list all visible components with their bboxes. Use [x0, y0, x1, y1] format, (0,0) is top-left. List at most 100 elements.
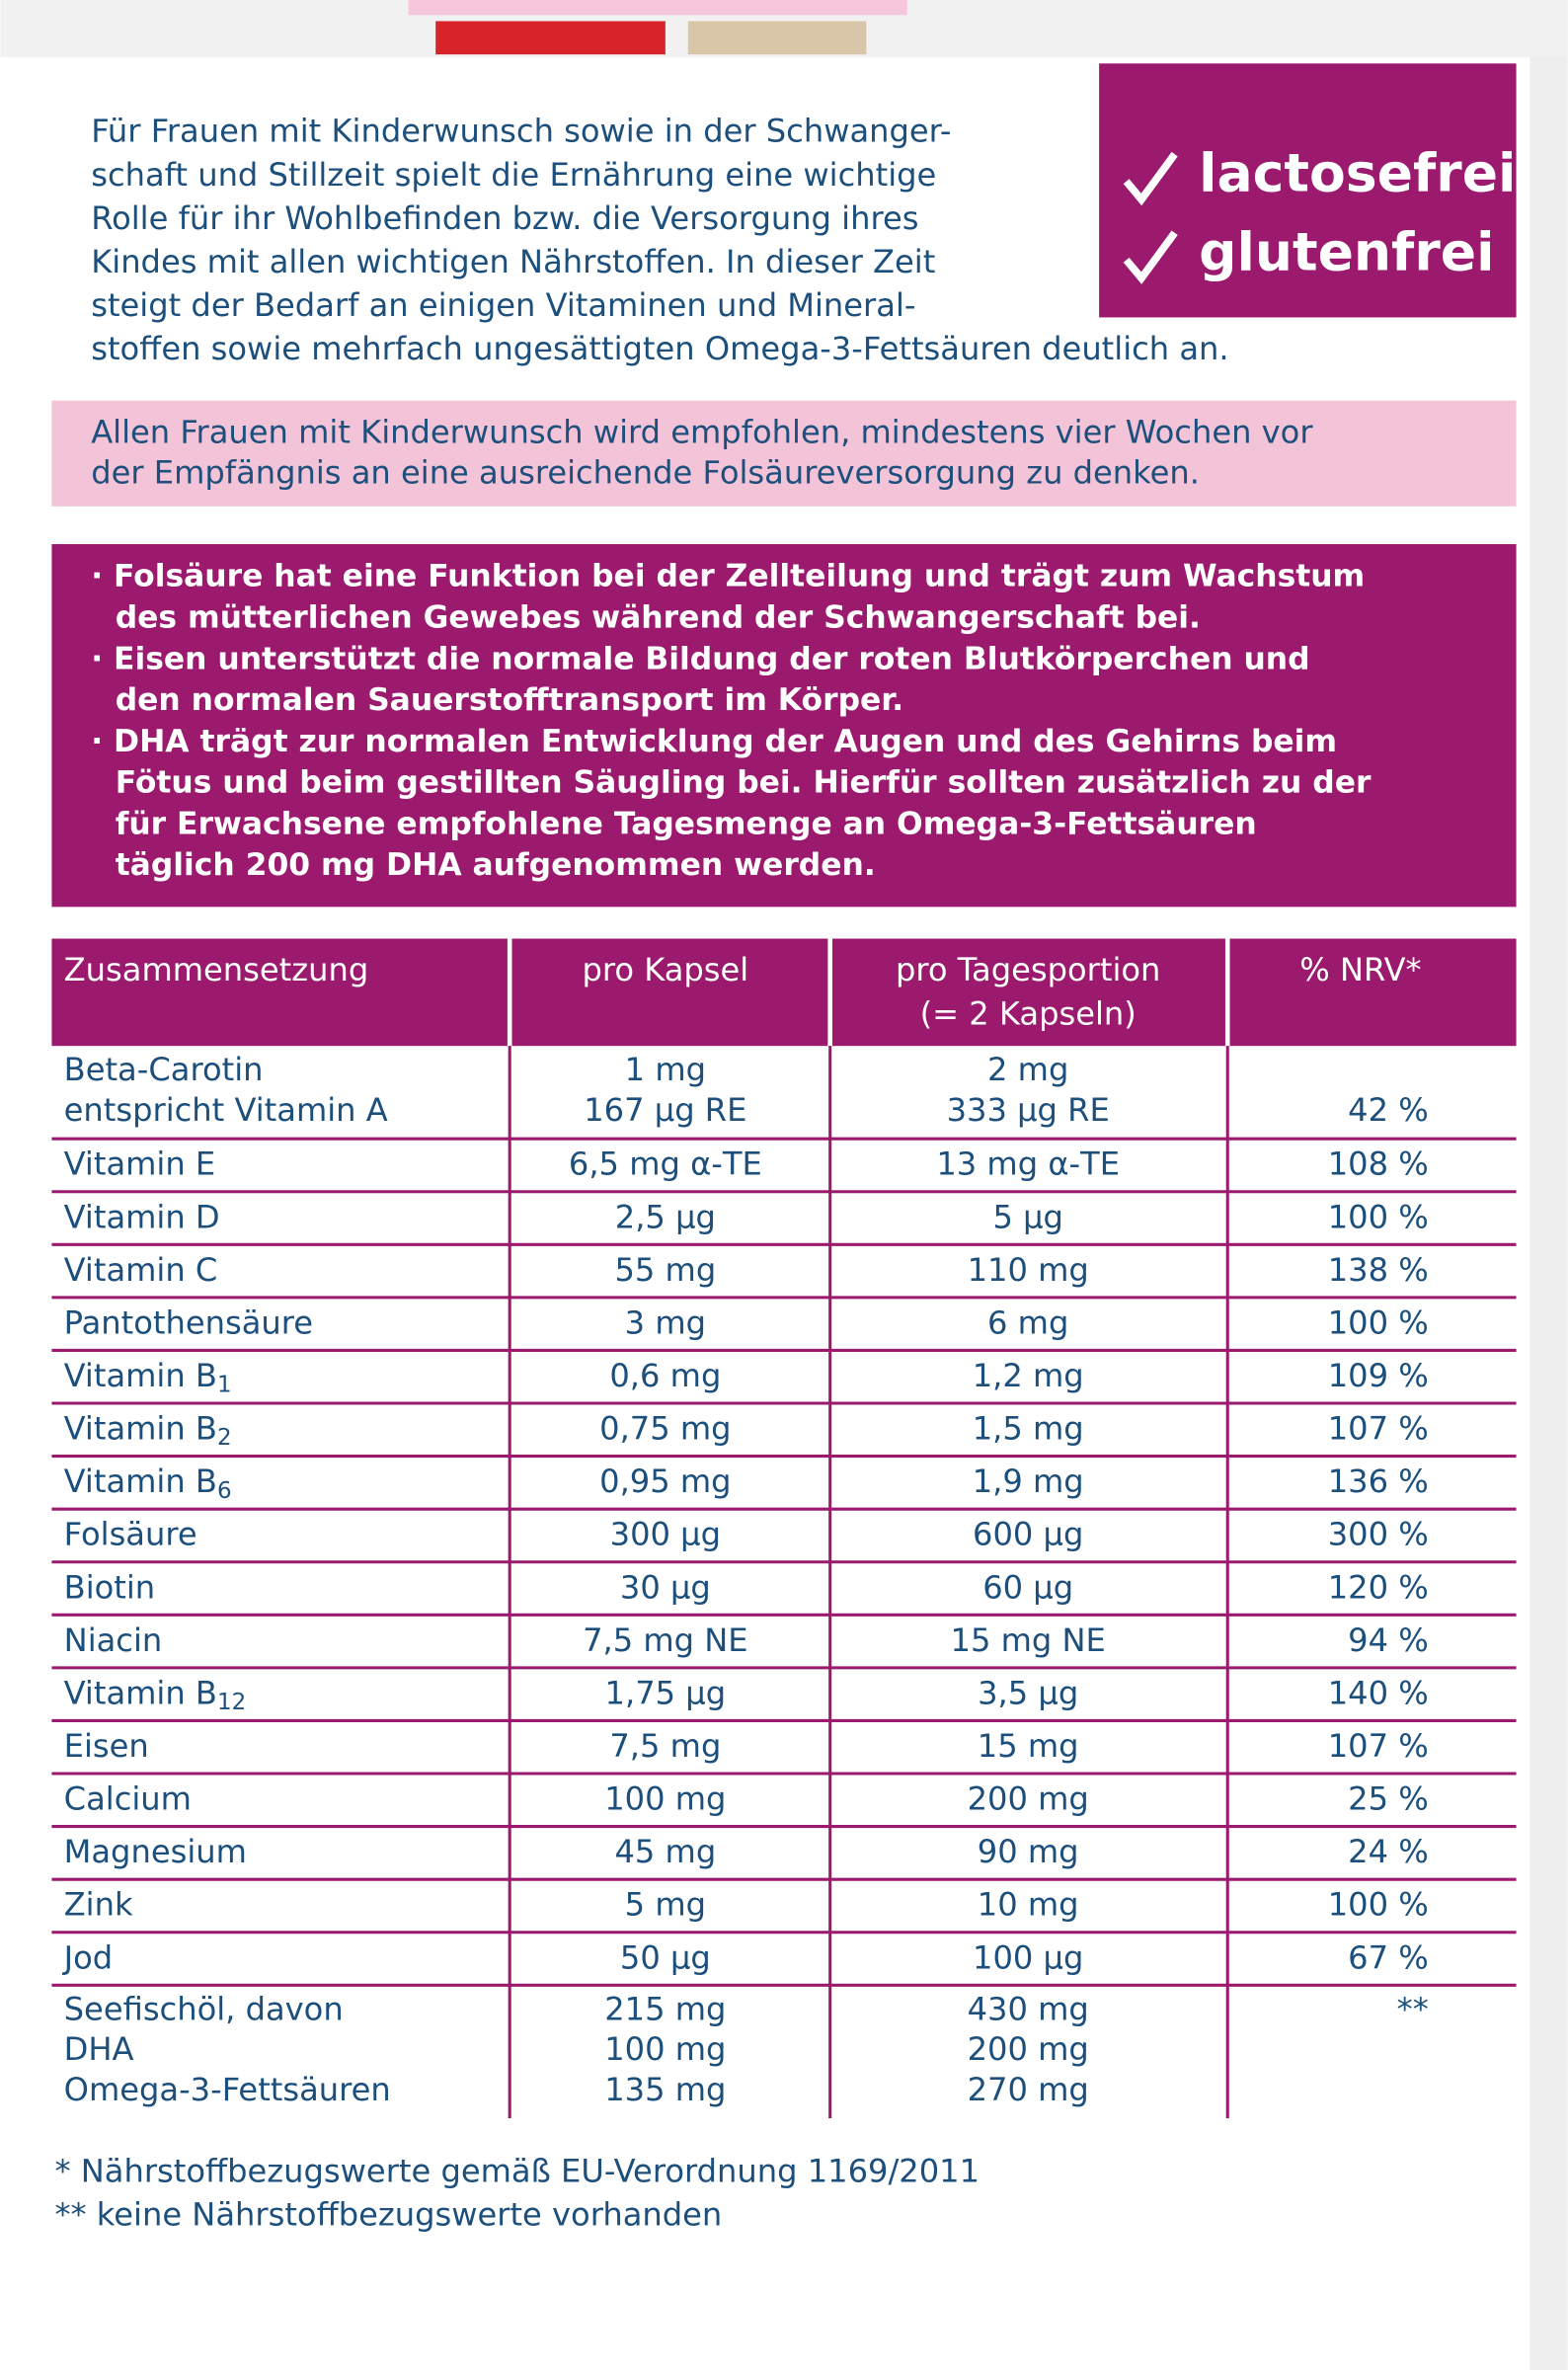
recommendation-line: der Empfängnis an eine ausreichende Fols… [91, 454, 1200, 492]
nrv: 107 % [1328, 1727, 1429, 1765]
nutrient-name-text: Vitamin D [64, 1198, 220, 1235]
per-day: 2 mg [987, 1051, 1068, 1088]
per-capsule: 6,5 mg α-TE [569, 1146, 762, 1183]
per-day: 600 µg [973, 1516, 1083, 1553]
per-day: 15 mg NE [951, 1621, 1106, 1659]
nutrient-name: Jod [62, 1938, 114, 1976]
per-capsule: 7,5 mg [609, 1727, 721, 1765]
nrv: 67 % [1348, 1938, 1429, 1976]
nutrient-name: Vitamin E [64, 1146, 216, 1183]
per-day: 10 mg [978, 1886, 1079, 1924]
per-day: 3,5 µg [978, 1674, 1078, 1711]
nutrient-name-text: Vitamin B [64, 1410, 217, 1448]
nutrient-name: Vitamin B1 [64, 1357, 232, 1397]
check-icon [1123, 230, 1178, 284]
intro-line: steigt der Bedarf an einigen Vitaminen u… [91, 286, 915, 324]
per-capsule: 1,75 µg [605, 1674, 727, 1711]
per-capsule: 0,75 mg [599, 1410, 731, 1448]
per-capsule: 0,95 mg [599, 1462, 731, 1500]
per-capsule: 55 mg [614, 1251, 716, 1289]
per-day: 333 µg RE [947, 1091, 1110, 1129]
nrv: 109 % [1328, 1357, 1429, 1394]
badge-box [1099, 63, 1517, 318]
nutrient-name: Calcium [64, 1780, 192, 1818]
footnote: ** keine Nährstoffbezugswerte vorhanden [54, 2196, 722, 2234]
per-day: 90 mg [978, 1833, 1079, 1870]
nutrient-name-text: Vitamin B [64, 1357, 217, 1394]
intro-line: Kindes mit allen wichtigen Nährstoffen. … [91, 243, 935, 280]
flap-label [435, 21, 666, 55]
nutrient-name-text: Omega-3-Fettsäuren [64, 2071, 391, 2108]
benefit-line: täglich 200 mg DHA aufgenommen werden. [116, 847, 876, 883]
nutrient-name: Zink [64, 1886, 133, 1924]
flap-logo [687, 21, 867, 55]
nrv: 100 % [1328, 1198, 1429, 1235]
nutrient-name: DHA [64, 2030, 134, 2068]
per-capsule: 30 µg [620, 1568, 711, 1606]
nutrient-name-text: Zink [64, 1886, 133, 1924]
nrv: 42 % [1348, 1091, 1429, 1129]
intro-line: stoffen sowie mehrfach ungesättigten Ome… [91, 330, 1228, 367]
nutrient-subscript: 1 [217, 1372, 232, 1397]
per-capsule: 0,6 mg [609, 1357, 721, 1394]
nutrient-name-text: Calcium [64, 1780, 192, 1818]
content: Für Frauen mit Kinderwunsch sowie in der… [51, 113, 1517, 2234]
benefit-line: für Erwachsene empfohlene Tagesmenge an … [116, 806, 1257, 841]
nutrient-name: entspricht Vitamin A [64, 1091, 388, 1129]
nutrient-name-text: Eisen [64, 1727, 149, 1765]
per-capsule: 1 mg [625, 1051, 706, 1088]
nutrient-name-text: Vitamin E [64, 1146, 216, 1183]
nutrient-name-text: Beta-Carotin [64, 1051, 264, 1088]
nrv: 136 % [1328, 1462, 1429, 1500]
nutrient-name-text: Vitamin C [64, 1251, 218, 1289]
nutrient-name: Vitamin B2 [64, 1410, 232, 1451]
nrv: 25 % [1348, 1780, 1429, 1818]
flap-stripe [408, 0, 907, 16]
nrv: 120 % [1328, 1568, 1429, 1606]
nutrient-name: Magnesium [64, 1833, 247, 1870]
nutrient-name: Niacin [64, 1621, 163, 1659]
nutrient-name: Vitamin B6 [64, 1462, 232, 1503]
nrv: ** [1397, 1990, 1429, 2027]
table-header-cell: (= 2 Kapseln) [920, 995, 1137, 1033]
nutrient-name: Vitamin C [64, 1251, 218, 1289]
nrv: 140 % [1328, 1674, 1429, 1711]
nrv: 100 % [1328, 1304, 1429, 1341]
per-capsule: 215 mg [604, 1990, 726, 2027]
nutrient-name: Folsäure [64, 1516, 197, 1553]
benefit-line: den normalen Sauerstofftransport im Körp… [116, 682, 904, 718]
per-capsule: 100 mg [604, 2030, 726, 2068]
nrv: 100 % [1328, 1886, 1429, 1924]
per-day: 430 mg [968, 1990, 1089, 2027]
benefits-box [51, 544, 1517, 908]
nrv: 24 % [1348, 1833, 1429, 1870]
nutrient-name: Seefischöl, davon [64, 1990, 344, 2027]
nutrient-name-text: Seefischöl, davon [64, 1990, 344, 2027]
badge-text: lactosefrei [1199, 142, 1516, 204]
per-capsule: 135 mg [604, 2071, 726, 2108]
nutrient-name-text: Biotin [64, 1568, 156, 1606]
benefit-line: · Eisen unterstützt die normale Bildung … [91, 641, 1309, 676]
per-capsule: 50 µg [620, 1938, 711, 1976]
per-capsule: 2,5 µg [615, 1198, 716, 1235]
nrv: 94 % [1348, 1621, 1429, 1659]
nrv: 138 % [1328, 1251, 1429, 1289]
nutrient-subscript: 6 [217, 1477, 232, 1503]
per-day: 110 mg [968, 1251, 1089, 1289]
per-day: 5 µg [992, 1198, 1062, 1235]
nutrient-name: Vitamin B12 [64, 1674, 247, 1714]
footnote: * Nährstoffbezugswerte gemäß EU-Verordnu… [54, 2152, 980, 2189]
intro-line: schaft und Stillzeit spielt die Ernährun… [91, 156, 936, 194]
per-day: 100 µg [973, 1938, 1083, 1976]
table-header-cell: pro Kapsel [582, 951, 748, 988]
nutrient-name: Biotin [64, 1568, 156, 1606]
benefit-line: des mütterlichen Gewebes während der Sch… [116, 599, 1201, 635]
nutrient-name-text: DHA [64, 2030, 134, 2068]
nrv: 300 % [1328, 1516, 1429, 1553]
per-day: 6 mg [987, 1304, 1068, 1341]
per-capsule: 45 mg [614, 1833, 716, 1870]
nutrient-name: Pantothensäure [64, 1304, 313, 1341]
nutrient-name-text: Pantothensäure [64, 1304, 313, 1341]
benefit-line: · DHA trägt zur normalen Entwicklung der… [91, 724, 1337, 759]
intro-line: Für Frauen mit Kinderwunsch sowie in der… [91, 113, 951, 150]
